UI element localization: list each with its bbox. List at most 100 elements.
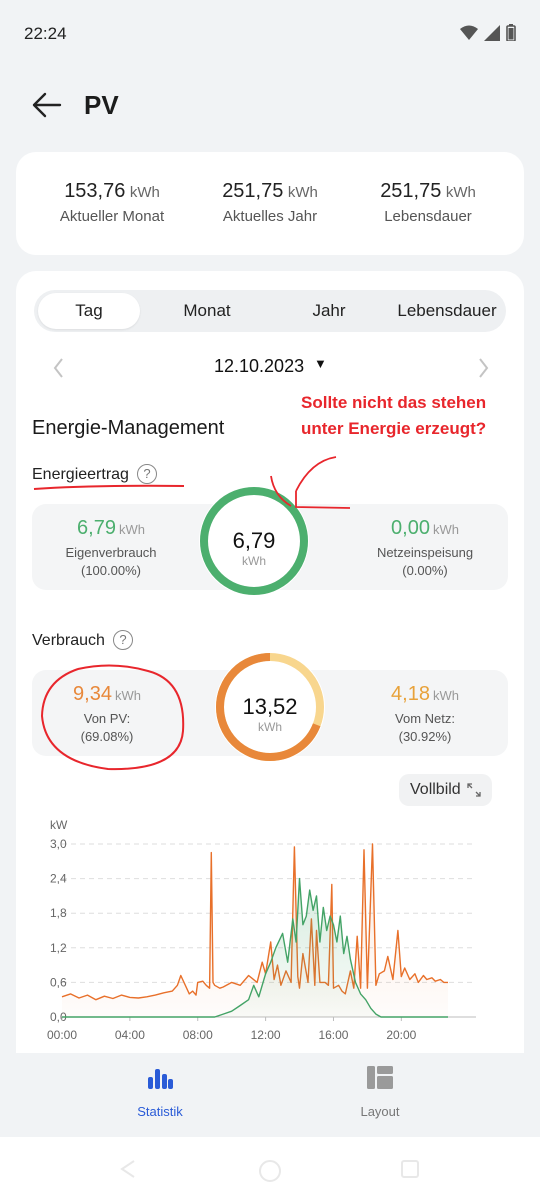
metric-unit: kWh <box>114 688 141 703</box>
series-line <box>61 843 448 1001</box>
summary-current-month: 153,76 kWh Aktueller Monat <box>32 180 192 225</box>
nav-label: Layout <box>360 1104 400 1119</box>
summary-unit: kWh <box>287 184 318 201</box>
help-icon[interactable]: ? <box>136 464 157 484</box>
signal-icon <box>484 24 500 41</box>
nav-layout[interactable]: Layout <box>320 1065 440 1119</box>
y-tick-label: 1,2 <box>50 941 67 955</box>
summary-unit: kWh <box>129 184 160 201</box>
summary-card: 153,76 kWh Aktueller Monat 251,75 kWh Ak… <box>16 152 524 255</box>
metric-percent: (0.00%) <box>402 563 448 578</box>
chevron-left-icon[interactable] <box>44 353 74 383</box>
system-recents-icon[interactable] <box>400 1159 420 1179</box>
power-line-chart: kW0,00,61,21,82,43,000:00 04:00 08:00 12:00… <box>47 818 476 1042</box>
metric-unit: kWh <box>432 522 459 537</box>
tab-jahr[interactable]: Jahr <box>312 301 346 320</box>
fullscreen-label: Vollbild <box>410 781 461 798</box>
system-icons <box>460 24 516 41</box>
summary-lifetime: 251,75 kWh Lebensdauer <box>348 180 508 225</box>
metric-value: 0,00 <box>391 517 430 539</box>
summary-unit: kWh <box>445 184 476 201</box>
eigenverbrauch-metric: 6,79 kWh Eigenverbrauch (100.00%) <box>36 517 186 580</box>
metric-value: 9,34 <box>73 683 112 705</box>
help-icon[interactable]: ? <box>112 630 133 650</box>
metric-value: 4,18 <box>391 683 430 705</box>
summary-value: 251,75 <box>380 180 442 202</box>
y-tick-label: 3,0 <box>50 837 67 851</box>
summary-value: 153,76 <box>64 180 126 202</box>
energieertrag-ring-arc <box>200 487 308 595</box>
caret-down-icon[interactable]: ▼ <box>314 356 327 371</box>
page-title: PV <box>84 90 119 120</box>
center-value: 6,79 <box>232 528 276 553</box>
energieertrag-heading: Energieertrag? <box>32 464 157 484</box>
red-circle-scribble <box>40 664 185 771</box>
summary-label: Aktuelles Jahr <box>222 208 318 225</box>
vom-netz-metric: 4,18 kWh Vom Netz: (30.92%) <box>350 683 500 746</box>
series-area <box>62 878 448 1017</box>
verbrauch-ring <box>215 652 325 762</box>
section-title: Energie-Management <box>32 417 225 439</box>
back-arrow-icon[interactable] <box>30 90 64 120</box>
summary-current-year: 251,75 kWh Aktuelles Jahr <box>190 180 350 225</box>
period-tabs: Tag Monat Jahr Lebensdauer <box>34 290 506 332</box>
nav-statistik[interactable]: Statistik <box>100 1065 220 1119</box>
red-underline-scribble <box>33 484 185 490</box>
metric-unit: kWh <box>118 522 145 537</box>
wifi-icon <box>460 25 478 40</box>
verbrauch-ring-arc <box>216 653 324 761</box>
energieertrag-title: Energieertrag <box>32 466 129 483</box>
series-line <box>62 877 448 1018</box>
summary-label: Lebensdauer <box>384 208 472 225</box>
summary-value: 251,75 <box>222 180 284 202</box>
y-tick-label: 0,6 <box>50 975 67 989</box>
verbrauch-title: Verbrauch <box>32 632 105 649</box>
date-label[interactable]: 12.10.2023 <box>214 356 305 376</box>
verbrauch-heading: Verbrauch? <box>32 630 133 650</box>
metric-percent: (100.00%) <box>81 563 141 578</box>
fullscreen-button[interactable]: Vollbild <box>399 774 492 806</box>
center-value: 13,52 <box>242 694 298 719</box>
metric-percent: (30.92%) <box>398 729 452 744</box>
chevron-right-icon[interactable] <box>468 353 498 383</box>
energieertrag-center: 6,79 kWh <box>196 528 312 568</box>
tab-lebensdauer[interactable]: Lebensdauer <box>397 301 497 320</box>
nav-label: Statistik <box>137 1104 183 1119</box>
x-tick-label: 20:00 <box>386 1028 416 1042</box>
system-navigation-bar <box>0 1137 540 1200</box>
x-tick-label: 00:00 <box>47 1028 77 1042</box>
metric-unit: kWh <box>432 688 459 703</box>
x-tick-label: 16:00 <box>318 1028 348 1042</box>
energieertrag-ring <box>199 486 309 596</box>
system-home-icon[interactable] <box>258 1159 282 1183</box>
battery-icon <box>506 24 516 41</box>
von-pv-metric: 9,34 kWh Von PV: (69.08%) <box>32 683 182 746</box>
metric-label: Von PV: <box>83 711 131 726</box>
y-tick-label: 2,4 <box>50 872 67 886</box>
date-selector: 12.10.2023 ▼ <box>16 349 524 385</box>
netzeinspeisung-metric: 0,00 kWh Netzeinspeisung (0.00%) <box>350 517 500 580</box>
metric-label: Eigenverbrauch <box>65 545 157 560</box>
y-tick-label: 1,8 <box>50 906 67 920</box>
tab-tag[interactable]: Tag <box>38 293 140 329</box>
summary-label: Aktueller Monat <box>59 208 165 225</box>
series-area <box>62 844 448 1017</box>
system-back-icon[interactable] <box>118 1159 138 1179</box>
x-tick-label: 12:00 <box>251 1028 281 1042</box>
tab-monat[interactable]: Monat <box>183 301 231 320</box>
annotation-note: Sollte nicht das stehen unter Energie er… <box>301 393 487 438</box>
bottom-navigation: Statistik Layout <box>0 1053 540 1137</box>
metric-label: Vom Netz: <box>395 711 455 726</box>
verbrauch-center: 13,52 kWh <box>212 694 328 734</box>
status-bar: 22:24 <box>0 0 540 70</box>
x-tick-label: 08:00 <box>183 1028 213 1042</box>
status-time: 22:24 <box>24 24 67 43</box>
bar-chart-icon <box>148 1069 173 1089</box>
red-arrow-scribble <box>270 456 351 509</box>
expand-icon <box>467 783 481 797</box>
y-axis-unit: kW <box>50 818 68 832</box>
metric-percent: (69.08%) <box>80 729 134 744</box>
energy-card: Tag Monat Jahr Lebensdauer 12.10.2023 ▼ … <box>16 271 524 1053</box>
x-tick-label: 04:00 <box>115 1028 145 1042</box>
center-unit: kWh <box>242 554 266 568</box>
